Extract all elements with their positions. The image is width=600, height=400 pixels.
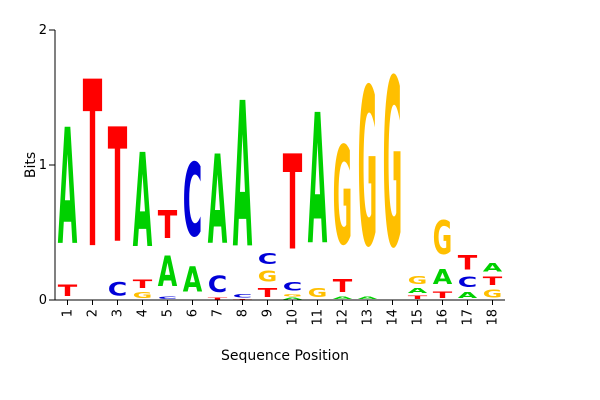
x-tick-label: 6 (186, 309, 201, 317)
logo-letter-c: C (458, 274, 477, 290)
logo-letter-a: A (358, 296, 378, 300)
logo-letter-t: T (83, 35, 102, 300)
logo-letter-t: T (133, 278, 153, 291)
logo-letter-c: C (208, 271, 227, 297)
logo-letter-a: A (333, 296, 353, 300)
y-tick-label: 1 (39, 158, 47, 173)
logo-letter-a: A (133, 127, 152, 277)
logo-letter-a: A (308, 77, 328, 286)
logo-letter-a: A (58, 95, 77, 281)
x-tick-label: 11 (311, 309, 326, 326)
logo-letter-c: C (233, 293, 252, 298)
x-tick-label: 15 (411, 309, 426, 326)
logo-letter-g: G (283, 293, 303, 297)
logo-letter-a: A (158, 248, 178, 296)
logo-letter-a: A (183, 261, 203, 301)
x-ticks: 1 2 3 4 5 6 7 8 9 10 11 12 13 14 15 16 17 18 (61, 300, 501, 326)
logo-letter-a: A (208, 129, 227, 272)
logo-letter-t: T (258, 285, 278, 300)
x-tick-label: 10 (286, 309, 301, 326)
logo-letter-a: A (408, 287, 428, 295)
logo-letter-g: G (333, 118, 352, 275)
logo-letter-g: G (383, 31, 402, 300)
logo-letter-c: C (158, 296, 178, 300)
logo-letter-a: A (233, 60, 252, 293)
logo-letter-g: G (358, 44, 377, 296)
logo-letter-t: T (458, 251, 478, 274)
logo-letter-t: T (333, 276, 352, 297)
x-tick-label: 4 (136, 309, 151, 317)
x-tick-label: 2 (86, 309, 101, 317)
logo-letter-g: G (308, 286, 327, 301)
logo-letter-g: G (133, 291, 152, 300)
y-tick-label: 0 (39, 293, 47, 308)
logo-letter-a: A (483, 261, 504, 275)
y-ticks: 0 1 2 (39, 23, 55, 308)
x-tick-label: 9 (261, 309, 276, 317)
x-tick-label: 17 (461, 309, 476, 326)
logo-letter-g: G (258, 268, 278, 285)
logo-letter-t: T (108, 95, 128, 279)
logo-letter-t: T (233, 299, 253, 300)
y-tick-label: 2 (39, 23, 47, 38)
logo-letter-c: C (258, 251, 277, 268)
logo-letter-c: C (108, 279, 127, 300)
logo-letter-c: C (183, 144, 202, 260)
x-tick-label: 1 (61, 309, 76, 317)
x-tick-label: 8 (236, 309, 251, 317)
logo-letter-t: T (433, 290, 453, 301)
x-tick-label: 13 (361, 309, 376, 326)
x-tick-label: 16 (436, 309, 451, 326)
logo-letter-t: T (283, 128, 303, 280)
logo-letter-a: A (283, 297, 303, 300)
logo-letter-t: T (158, 203, 178, 247)
x-tick-label: 14 (386, 309, 401, 326)
x-tick-label: 18 (486, 309, 501, 326)
x-axis-title: Sequence Position (221, 348, 349, 364)
x-tick-label: 5 (161, 309, 176, 317)
x-tick-label: 3 (111, 309, 126, 317)
logo-letter-g: G (408, 275, 427, 287)
x-tick-label: 12 (336, 309, 351, 326)
logo-letter-t: T (208, 297, 228, 300)
logo-letter-a: A (458, 291, 478, 300)
logo-letter-t: T (58, 282, 78, 301)
logo-letter-g: G (483, 288, 502, 300)
x-tick-label: 7 (211, 309, 226, 317)
logo-letter-a: A (433, 266, 453, 289)
logo-letter-t: T (483, 275, 503, 288)
y-axis-title: Bits (23, 152, 39, 178)
logo-letter-t: T (408, 295, 428, 300)
logo-letter-g: G (433, 211, 452, 265)
logo-letter-c: C (283, 280, 302, 294)
